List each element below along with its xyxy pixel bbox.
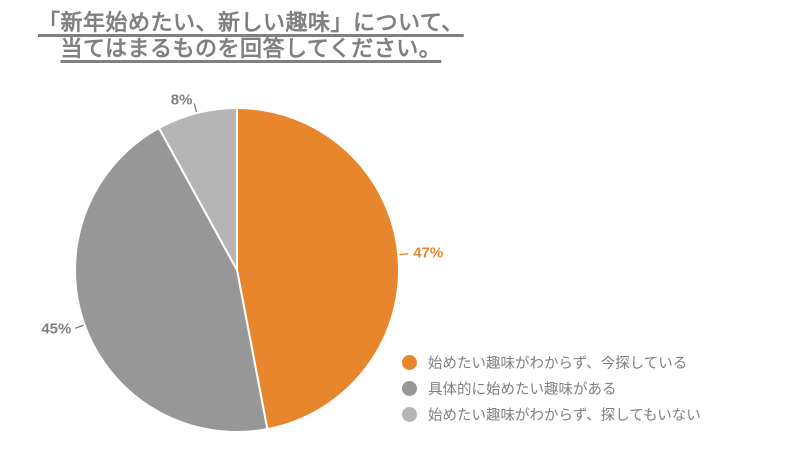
slice-leader-line-1 [74,324,84,329]
slice-percent-label-1: 45% [41,320,71,337]
legend-label-light-gray: 始めたい趣味がわからず、探してもいない [428,407,701,424]
slice-leader-line-0 [399,253,409,256]
pie-slice-0 [236,107,400,431]
legend-item-light-gray: 始めたい趣味がわからず、探してもいない [402,401,701,427]
legend-label-orange: 始めたい趣味がわからず、今探している [428,355,688,372]
slice-leader-line-2 [193,103,198,113]
pie-slice-1 [74,127,269,433]
chart-title: 「新年始めたい、新しい趣味」について、 当てはまるものを回答してください。 [38,10,464,62]
legend-item-orange: 始めたい趣味がわからず、今探している [402,349,701,375]
slice-percent-label-0: 47% [413,245,443,262]
legend-label-dark-gray: 具体的に始めたい趣味がある [428,381,617,398]
pie-slice-2 [157,107,238,271]
legend-swatch-dark-gray-icon [402,380,417,396]
chart-title-line2: 当てはまるものを回答してください。 [60,36,442,61]
legend-swatch-orange-icon [402,354,417,370]
chart-title-line1: 「新年始めたい、新しい趣味」について、 [38,10,464,35]
legend-item-dark-gray: 具体的に始めたい趣味がある [402,375,701,401]
legend-swatch-light-gray-icon [402,406,417,422]
slice-percent-label-2: 8% [171,91,193,108]
chart-legend: 始めたい趣味がわからず、今探している 具体的に始めたい趣味がある 始めたい趣味が… [402,349,701,427]
